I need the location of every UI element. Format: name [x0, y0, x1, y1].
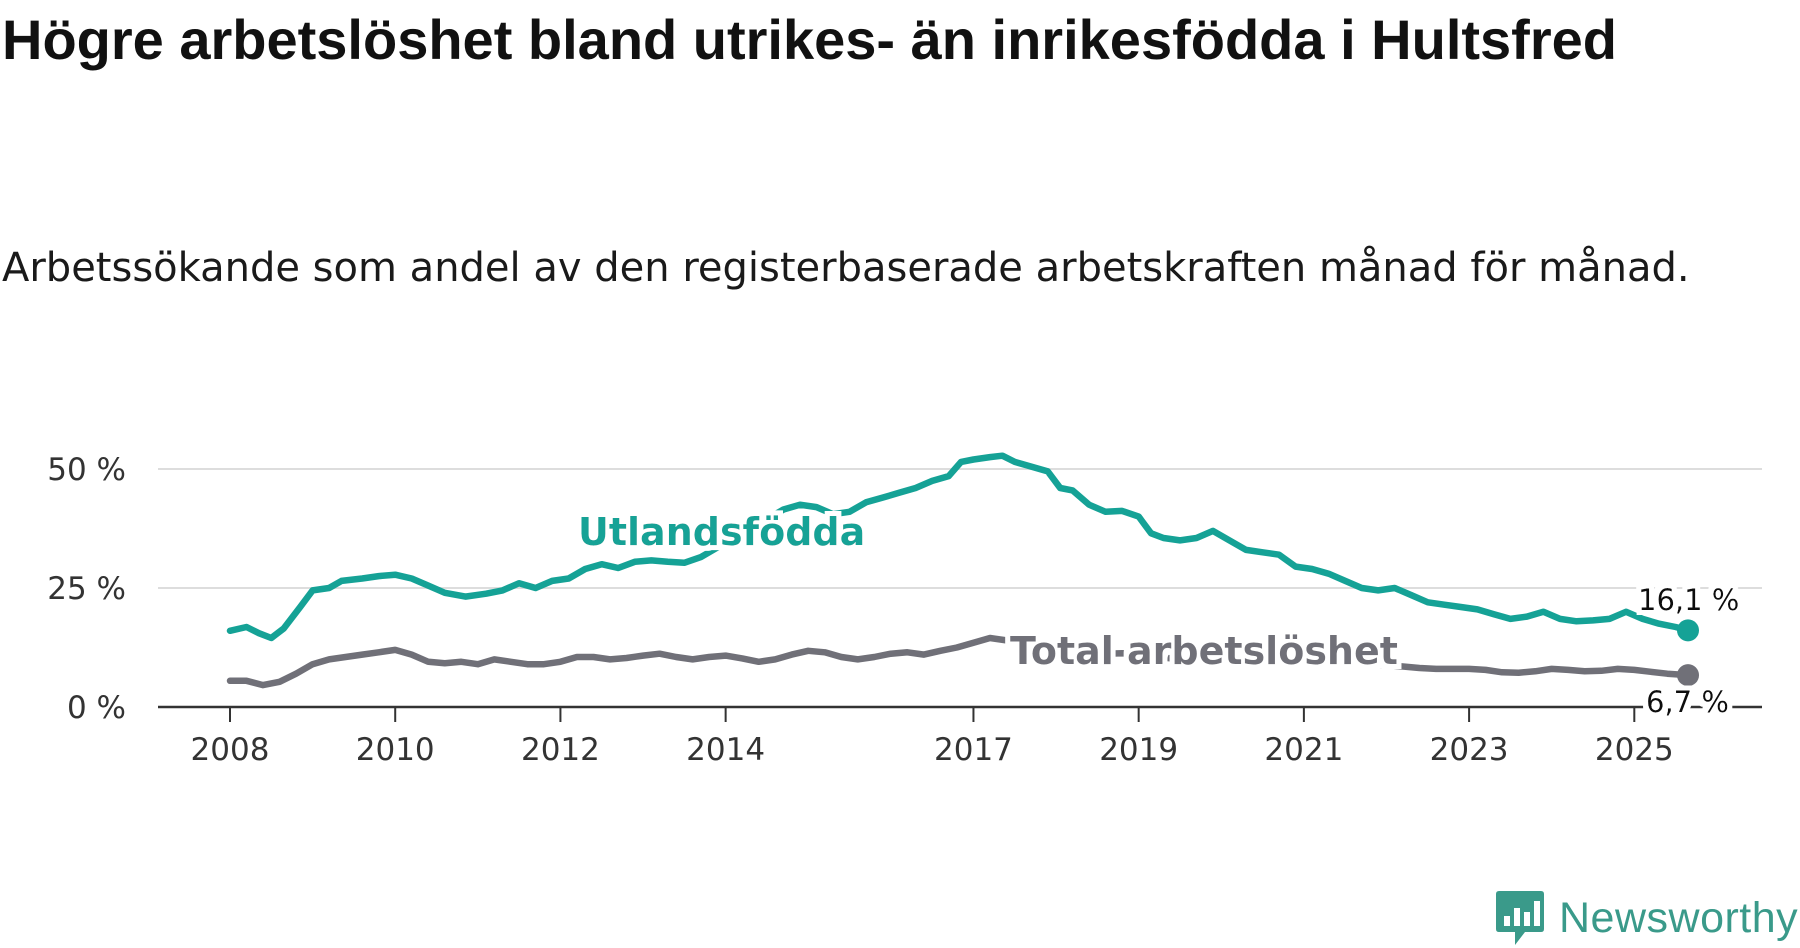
- end-value-label-utlandsfodda: 16,1 %: [1638, 583, 1739, 617]
- x-tick-label: 2025: [1595, 732, 1674, 768]
- series-end-marker: [1677, 664, 1699, 687]
- x-tick-label: 2014: [686, 732, 765, 768]
- series-label-utlandsfodda: Utlandsfödda: [578, 510, 865, 554]
- chart-title: Högre arbetslöshet bland utrikes- än inr…: [2, 8, 1617, 71]
- x-tick-label: 2010: [356, 732, 435, 768]
- x-tick-label: 2019: [1099, 732, 1178, 768]
- chart-subtitle: Arbetssökande som andel av den registerb…: [2, 245, 1690, 291]
- x-tick-label: 2012: [521, 732, 600, 768]
- end-value-label-total: 6,7 %: [1646, 685, 1729, 719]
- x-tick-label: 2017: [934, 732, 1013, 768]
- x-tick-label: 2023: [1430, 732, 1509, 768]
- series-label-total: Total arbetslöshet: [1010, 629, 1398, 673]
- x-tick-label: 2008: [191, 732, 270, 768]
- y-tick-label: 50 %: [47, 452, 126, 488]
- series-line-total: [226, 634, 1692, 689]
- series-line-utlandsfodda: [226, 452, 1692, 642]
- newsworthy-logo: Newsworthy: [1495, 888, 1798, 948]
- series-end-marker: [1677, 619, 1699, 642]
- x-tick-label: 2021: [1264, 732, 1343, 768]
- newsworthy-logo-icon: [1496, 891, 1544, 945]
- newsworthy-brand-name: Newsworthy: [1559, 893, 1799, 942]
- line-chart: 0 % 25 % 50 % 2008 2010 2012 2014 2017 2019 2021…: [47, 452, 1762, 768]
- y-tick-label: 25 %: [47, 571, 126, 607]
- y-tick-label: 0 %: [67, 690, 126, 726]
